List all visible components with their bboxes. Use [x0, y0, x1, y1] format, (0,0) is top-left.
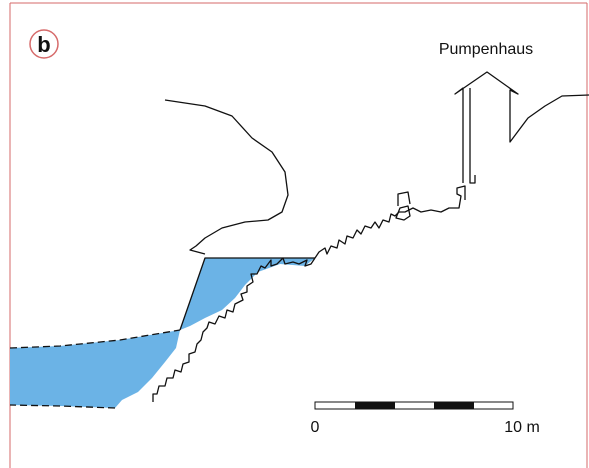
- water-bottom: [9, 404, 116, 409]
- rock-wall: [152, 257, 316, 402]
- upper-water: [180, 258, 315, 330]
- scale-end-label: 10 m: [504, 419, 540, 436]
- scale-start-label: 0: [311, 419, 320, 436]
- pump-house: [454, 71, 589, 183]
- scale-segment: [355, 402, 395, 409]
- pool-edge: [179, 257, 315, 331]
- ground-line: [314, 185, 466, 259]
- pump-house-wall: [469, 88, 476, 184]
- panel-label: b: [37, 32, 50, 57]
- lower-water: [10, 330, 180, 408]
- scale-segment: [434, 402, 474, 409]
- cave-ceiling: [164, 99, 289, 255]
- water-surface: [9, 329, 181, 349]
- panel-label-circle: [29, 29, 59, 59]
- rocks: [395, 191, 411, 221]
- scale-bar: [314, 401, 514, 410]
- building-label: Pumpenhaus: [439, 41, 533, 58]
- scale-frame: [314, 401, 514, 410]
